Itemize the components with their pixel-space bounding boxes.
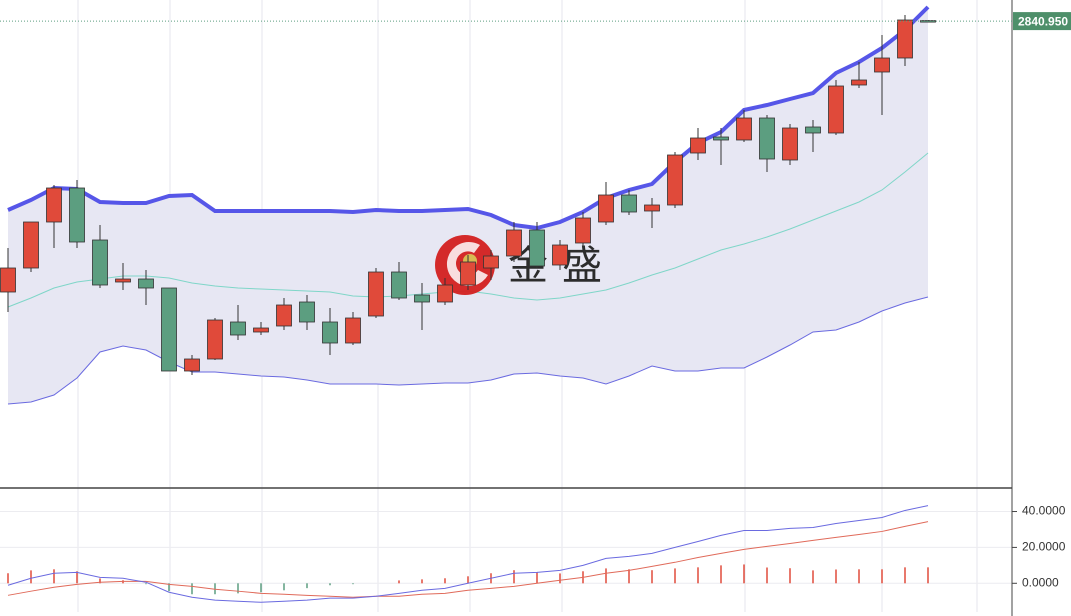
candle-body [92,239,108,286]
candle-body [322,321,338,344]
candle-body [759,117,775,160]
candle-body [621,194,637,213]
candle-body [368,271,384,317]
dif-line [7,505,929,603]
candles [0,15,936,375]
candle-body [483,255,499,269]
candle-body [138,278,154,289]
candle-body [46,187,62,223]
y-tick-label: 40.0000 [1022,504,1066,518]
candle-body [276,304,292,327]
candle-body [23,221,39,269]
macd-panel: 0.0000 20.0000 40.0000 [0,504,1066,603]
candle-body [529,229,545,267]
candle-body [207,319,223,360]
candle-body [575,217,591,244]
candle-body [874,57,890,73]
candle-body [828,85,844,134]
y-tick-label: 20.0000 [1022,540,1066,554]
candle-body [552,244,568,266]
band-area [8,7,928,404]
candle-body [414,294,430,303]
candle-body [391,271,407,299]
candle-body [713,136,729,141]
candle-body [69,187,85,243]
candle-body [897,19,913,59]
candle-body [667,154,683,206]
last-price-box [1013,12,1071,31]
dea-line [7,521,929,598]
candle-body [437,284,453,303]
y-tick-label: 0.0000 [1022,575,1059,589]
candle-body [805,126,821,134]
candle-body [460,261,476,286]
candle-body [230,321,246,336]
candle-body [598,194,614,223]
upper-band [7,5,930,231]
candle-body [299,301,315,323]
candle-body [851,79,867,86]
logo-swirl [446,242,488,287]
candle-body [0,267,16,293]
candle-body [345,317,361,344]
candle-body [782,127,798,161]
candle-body [184,358,200,372]
candle-body [115,278,131,283]
candle-body [506,229,522,257]
candle-body [736,117,752,141]
last-price-label: 2840.950 [1018,14,1068,28]
overlay: 2840.950 [0,12,1071,31]
candle-body [644,204,660,212]
candle-body [253,327,269,333]
candle-body [161,287,177,372]
candle-body [690,137,706,154]
